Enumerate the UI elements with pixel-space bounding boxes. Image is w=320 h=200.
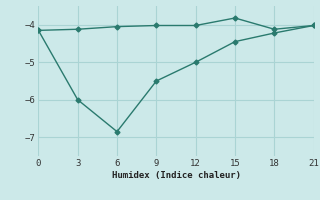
X-axis label: Humidex (Indice chaleur): Humidex (Indice chaleur)	[111, 171, 241, 180]
